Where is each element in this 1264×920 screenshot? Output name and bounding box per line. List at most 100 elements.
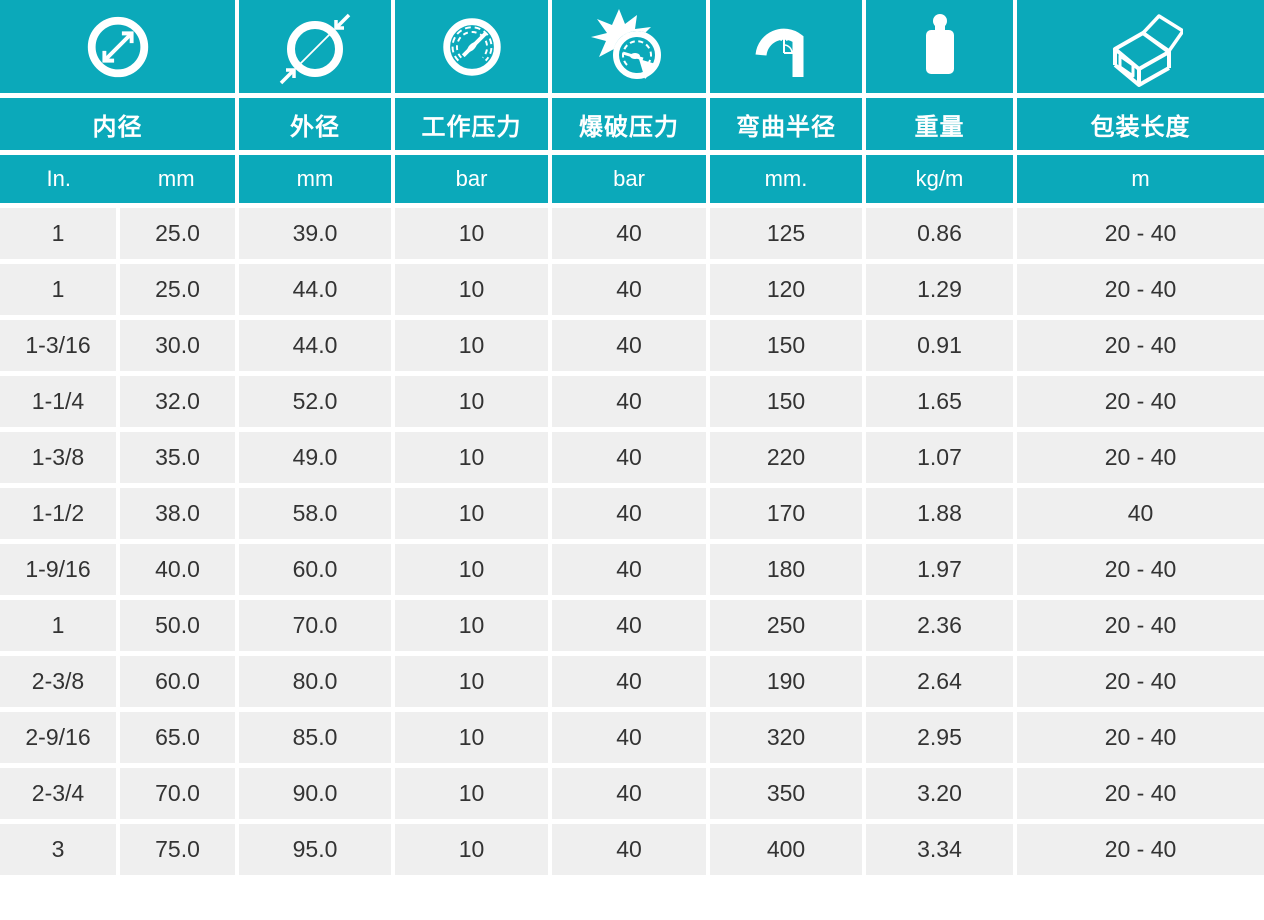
- cell-inner-diameter-mm: 30.0: [120, 320, 235, 371]
- cell-bend-radius: 120: [710, 264, 862, 315]
- cell-inner-diameter-in: 1-1/2: [0, 488, 116, 539]
- cell-burst-pressure: 40: [552, 824, 706, 875]
- cell-outer-diameter: 80.0: [239, 656, 391, 707]
- column-header-inner-diameter: 内径: [0, 98, 235, 150]
- cell-inner-diameter-in: 1: [0, 208, 116, 259]
- weight-icon: [866, 0, 1013, 93]
- cell-package-length: 20 - 40: [1017, 376, 1264, 427]
- cell-package-length: 20 - 40: [1017, 432, 1264, 483]
- cell-burst-pressure: 40: [552, 768, 706, 819]
- column-header-package-length: 包装长度: [1017, 98, 1264, 150]
- cell-working-pressure: 10: [395, 824, 548, 875]
- cell-outer-diameter: 49.0: [239, 432, 391, 483]
- cell-inner-diameter-mm: 32.0: [120, 376, 235, 427]
- cell-outer-diameter: 60.0: [239, 544, 391, 595]
- cell-bend-radius: 250: [710, 600, 862, 651]
- cell-bend-radius: 125: [710, 208, 862, 259]
- cell-working-pressure: 10: [395, 376, 548, 427]
- cell-bend-radius: 320: [710, 712, 862, 763]
- cell-package-length: 20 - 40: [1017, 544, 1264, 595]
- unit-cell-package-length: m: [1017, 155, 1264, 203]
- cell-inner-diameter-in: 1: [0, 264, 116, 315]
- unit-label-inch: In.: [46, 166, 71, 191]
- cell-burst-pressure: 40: [552, 264, 706, 315]
- cell-burst-pressure: 40: [552, 488, 706, 539]
- cell-burst-pressure: 40: [552, 656, 706, 707]
- cell-package-length: 20 - 40: [1017, 768, 1264, 819]
- cell-package-length: 20 - 40: [1017, 656, 1264, 707]
- package-box-icon: [1017, 0, 1264, 93]
- cell-weight: 3.34: [866, 824, 1013, 875]
- cell-burst-pressure: 40: [552, 600, 706, 651]
- cell-inner-diameter-in: 1-3/8: [0, 432, 116, 483]
- cell-working-pressure: 10: [395, 320, 548, 371]
- unit-cell-inner-diameter: In. mm: [0, 155, 235, 203]
- cell-weight: 1.97: [866, 544, 1013, 595]
- cell-outer-diameter: 70.0: [239, 600, 391, 651]
- unit-cell-burst-pressure: bar: [552, 155, 706, 203]
- cell-bend-radius: 350: [710, 768, 862, 819]
- cell-inner-diameter-in: 2-3/8: [0, 656, 116, 707]
- cell-inner-diameter-in: 2-9/16: [0, 712, 116, 763]
- cell-outer-diameter: 58.0: [239, 488, 391, 539]
- cell-working-pressure: 10: [395, 208, 548, 259]
- column-header-burst-pressure: 爆破压力: [552, 98, 706, 150]
- cell-inner-diameter-in: 1: [0, 600, 116, 651]
- cell-inner-diameter-in: 1-3/16: [0, 320, 116, 371]
- cell-inner-diameter-mm: 25.0: [120, 208, 235, 259]
- cell-inner-diameter-mm: 25.0: [120, 264, 235, 315]
- column-header-bend-radius: 弯曲半径: [710, 98, 862, 150]
- cell-working-pressure: 10: [395, 600, 548, 651]
- cell-package-length: 20 - 40: [1017, 712, 1264, 763]
- cell-bend-radius: 170: [710, 488, 862, 539]
- cell-weight: 1.88: [866, 488, 1013, 539]
- cell-working-pressure: 10: [395, 656, 548, 707]
- cell-burst-pressure: 40: [552, 544, 706, 595]
- column-header-weight: 重量: [866, 98, 1013, 150]
- cell-weight: 0.86: [866, 208, 1013, 259]
- pressure-gauge-icon: [395, 0, 548, 93]
- cell-package-length: 40: [1017, 488, 1264, 539]
- cell-bend-radius: 190: [710, 656, 862, 707]
- cell-working-pressure: 10: [395, 768, 548, 819]
- cell-inner-diameter-in: 1-1/4: [0, 376, 116, 427]
- cell-burst-pressure: 40: [552, 376, 706, 427]
- unit-cell-bend-radius: mm.: [710, 155, 862, 203]
- cell-inner-diameter-mm: 60.0: [120, 656, 235, 707]
- cell-outer-diameter: 39.0: [239, 208, 391, 259]
- burst-gauge-icon: [552, 0, 706, 93]
- cell-inner-diameter-mm: 38.0: [120, 488, 235, 539]
- cell-weight: 0.91: [866, 320, 1013, 371]
- cell-inner-diameter-in: 1-9/16: [0, 544, 116, 595]
- cell-inner-diameter-mm: 70.0: [120, 768, 235, 819]
- cell-bend-radius: 150: [710, 320, 862, 371]
- cell-bend-radius: 150: [710, 376, 862, 427]
- inner-diameter-icon: [0, 0, 235, 93]
- cell-weight: 2.36: [866, 600, 1013, 651]
- cell-working-pressure: 10: [395, 432, 548, 483]
- cell-weight: 2.95: [866, 712, 1013, 763]
- cell-outer-diameter: 44.0: [239, 264, 391, 315]
- cell-weight: 2.64: [866, 656, 1013, 707]
- cell-burst-pressure: 40: [552, 208, 706, 259]
- unit-cell-working-pressure: bar: [395, 155, 548, 203]
- cell-burst-pressure: 40: [552, 320, 706, 371]
- cell-burst-pressure: 40: [552, 712, 706, 763]
- cell-inner-diameter-mm: 35.0: [120, 432, 235, 483]
- cell-outer-diameter: 85.0: [239, 712, 391, 763]
- cell-package-length: 20 - 40: [1017, 824, 1264, 875]
- unit-cell-weight: kg/m: [866, 155, 1013, 203]
- cell-package-length: 20 - 40: [1017, 208, 1264, 259]
- cell-inner-diameter-mm: 75.0: [120, 824, 235, 875]
- cell-working-pressure: 10: [395, 488, 548, 539]
- cell-outer-diameter: 44.0: [239, 320, 391, 371]
- unit-cell-outer-diameter: mm: [239, 155, 391, 203]
- cell-inner-diameter-mm: 50.0: [120, 600, 235, 651]
- cell-weight: 3.20: [866, 768, 1013, 819]
- cell-weight: 1.29: [866, 264, 1013, 315]
- cell-working-pressure: 10: [395, 264, 548, 315]
- cell-bend-radius: 400: [710, 824, 862, 875]
- cell-outer-diameter: 95.0: [239, 824, 391, 875]
- bend-radius-icon: [710, 0, 862, 93]
- hose-spec-table: 内径 外径 工作压力 爆破压力 弯曲半径 重量 包装长度 In. mm mm b…: [0, 0, 1264, 875]
